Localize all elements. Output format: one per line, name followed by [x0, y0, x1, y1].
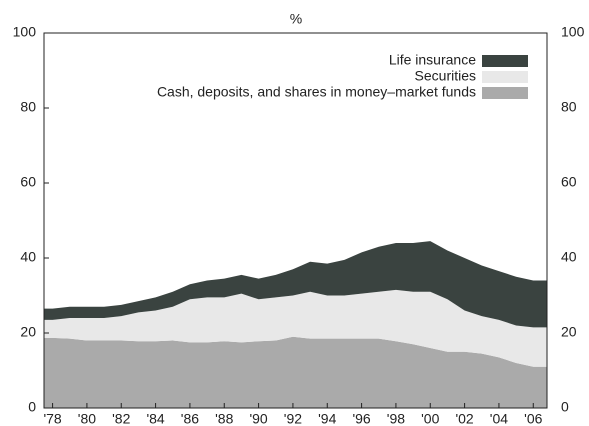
x-tick-label: '96 [352, 411, 370, 426]
legend-label: Cash, deposits, and shares in money–mark… [157, 84, 476, 100]
area [44, 336, 547, 408]
area [44, 241, 547, 328]
x-tick-label: '88 [215, 411, 233, 426]
legend-label: Securities [415, 68, 476, 84]
legend-swatch [482, 87, 528, 99]
x-tick-label: '00 [421, 411, 439, 426]
x-tick-label: '84 [146, 411, 164, 426]
x-tick-label: '98 [387, 411, 405, 426]
y-tick-label: 0 [28, 399, 36, 415]
y2-tick-label: 40 [561, 249, 577, 265]
x-tick-label: '86 [181, 411, 199, 426]
plot-frame [43, 32, 548, 409]
y-tick-label: 100 [13, 24, 37, 40]
x-tick-label: '94 [318, 411, 336, 426]
y2-tick-label: 60 [561, 174, 577, 190]
y-tick-label: 40 [20, 249, 36, 265]
x-tick-label: '06 [524, 411, 542, 426]
x-tick-label: '82 [112, 411, 130, 426]
legend-swatch [482, 71, 528, 83]
x-tick-label: '78 [43, 411, 61, 426]
y2-tick-label: 80 [561, 99, 577, 115]
y-tick-label: 60 [20, 174, 36, 190]
x-tick-label: '04 [490, 411, 508, 426]
legend-label: Life insurance [389, 52, 476, 68]
x-tick-label: '90 [249, 411, 267, 426]
y-tick-label: 20 [20, 324, 36, 340]
x-tick-label: '02 [455, 411, 473, 426]
y2-tick-label: 0 [561, 399, 569, 415]
x-tick-label: '80 [78, 411, 96, 426]
area [44, 289, 547, 367]
y2-tick-label: 100 [561, 24, 585, 40]
y2-tick-label: 20 [561, 324, 577, 340]
x-tick-label: '92 [284, 411, 302, 426]
y-tick-label: 80 [20, 99, 36, 115]
chart-title: % [290, 11, 302, 27]
legend-swatch [482, 55, 528, 67]
